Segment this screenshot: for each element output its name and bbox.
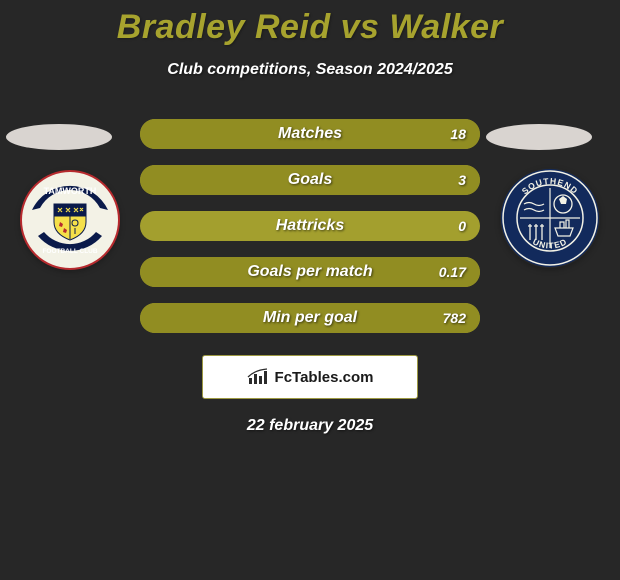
stat-value: 3 — [458, 172, 466, 188]
page-title: Bradley Reid vs Walker — [0, 0, 620, 47]
stat-label: Goals — [140, 171, 480, 189]
stat-row: Goals3 — [140, 165, 480, 195]
stat-row: Min per goal782 — [140, 303, 480, 333]
stat-row: Hattricks0 — [140, 211, 480, 241]
stat-row: Matches18 — [140, 119, 480, 149]
stat-label: Min per goal — [140, 309, 480, 327]
stat-value: 782 — [443, 310, 466, 326]
brand-footer[interactable]: FcTables.com — [202, 355, 418, 399]
stat-value: 0.17 — [439, 264, 466, 280]
stat-value: 18 — [450, 126, 466, 142]
stat-label: Hattricks — [140, 217, 480, 235]
subtitle: Club competitions, Season 2024/2025 — [0, 61, 620, 79]
comparison-card: Bradley Reid vs Walker Club competitions… — [0, 0, 620, 580]
bar-chart-icon — [247, 368, 269, 386]
stat-label: Matches — [140, 125, 480, 143]
stat-label: Goals per match — [140, 263, 480, 281]
stats-area: Matches18 Goals3 Hattricks0 Goals per match… — [0, 119, 620, 333]
stat-value: 0 — [458, 218, 466, 234]
brand-text: FcTables.com — [275, 369, 374, 386]
date-text: 22 february 2025 — [0, 417, 620, 435]
stat-row: Goals per match0.17 — [140, 257, 480, 287]
